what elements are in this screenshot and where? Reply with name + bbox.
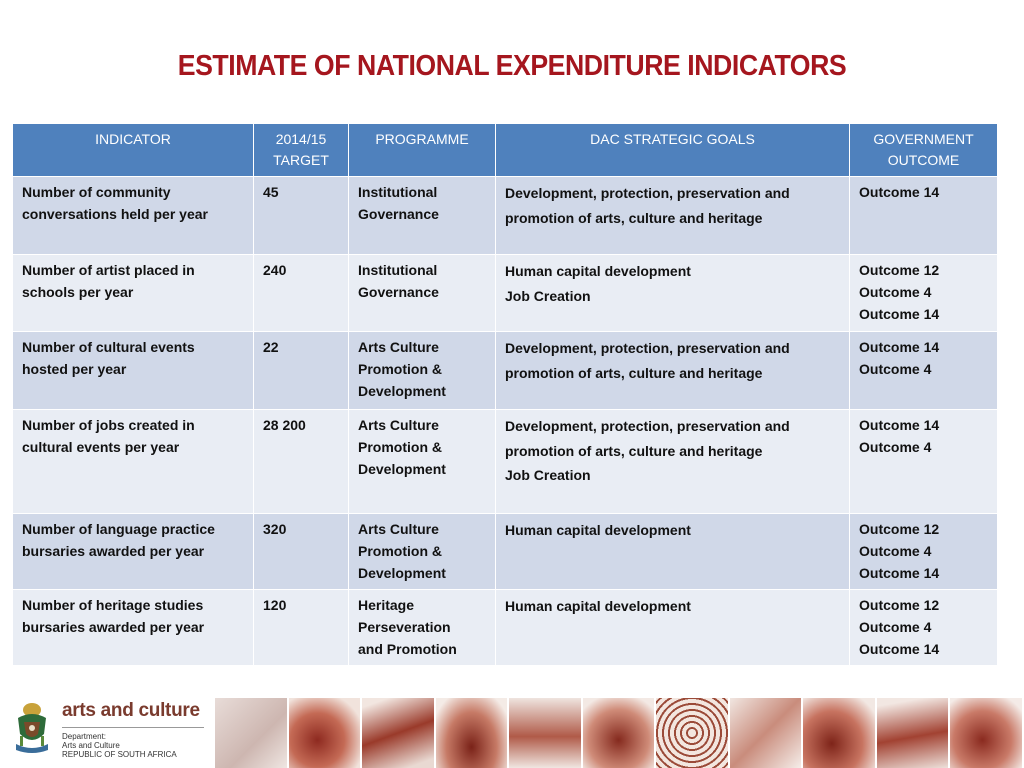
- cell-goals: Development, protection, preservation an…: [495, 176, 850, 255]
- cell-target: 45: [253, 176, 349, 255]
- cell-goals: Human capital development: [495, 589, 850, 666]
- coat-of-arms-icon: [16, 703, 48, 753]
- cell-outcome: Outcome 12 Outcome 4 Outcome 14: [849, 513, 998, 590]
- cell-goals: Human capital development: [495, 513, 850, 590]
- photo-strip: [215, 698, 1024, 768]
- cell-indicator: Number of jobs created in cultural events…: [12, 409, 254, 514]
- cell-programme: Institutional Governance: [348, 176, 496, 255]
- photo-tile: [288, 698, 361, 768]
- cell-programme: Institutional Governance: [348, 254, 496, 332]
- cell-target: 28 200: [253, 409, 349, 514]
- footer: arts and culture Department: Arts and Cu…: [0, 688, 1024, 768]
- cell-goals: Development, protection, preservation an…: [495, 331, 850, 410]
- table-row: Number of community conversations held pe…: [12, 176, 998, 255]
- photo-tile: [803, 698, 875, 768]
- cell-indicator: Number of heritage studies bursaries awar…: [12, 589, 254, 666]
- photo-tile: [362, 698, 434, 768]
- cell-programme: Arts Culture Promotion & Development: [348, 513, 496, 590]
- photo-tile: [729, 698, 802, 768]
- brand-name: arts and culture: [62, 700, 200, 721]
- cell-target: 240: [253, 254, 349, 332]
- header-programme: PROGRAMME: [348, 123, 496, 177]
- department-logo: arts and culture Department: Arts and Cu…: [10, 694, 210, 764]
- cell-programme: Arts Culture Promotion & Development: [348, 331, 496, 410]
- table-row: Number of cultural events hosted per year…: [12, 331, 998, 410]
- header-target: 2014/15 TARGET: [253, 123, 349, 177]
- indicators-table: INDICATOR 2014/15 TARGET PROGRAMME DAC ST…: [12, 123, 998, 666]
- cell-programme: Arts Culture Promotion & Development: [348, 409, 496, 514]
- photo-tile: [950, 698, 1023, 768]
- cell-target: 22: [253, 331, 349, 410]
- photo-tile: [215, 698, 287, 768]
- cell-outcome: Outcome 14 Outcome 4: [849, 331, 998, 410]
- photo-tile: [435, 698, 508, 768]
- photo-tile: [582, 698, 655, 768]
- brand-divider: [62, 727, 204, 728]
- table-row: Number of heritage studies bursaries awar…: [12, 589, 998, 666]
- table-row: Number of language practice bursaries awa…: [12, 513, 998, 590]
- photo-tile: [876, 698, 949, 768]
- cell-outcome: Outcome 14: [849, 176, 998, 255]
- page-title: ESTIMATE OF NATIONAL EXPENDITURE INDICAT…: [177, 50, 847, 82]
- cell-indicator: Number of artist placed in schools per ye…: [12, 254, 254, 332]
- cell-outcome: Outcome 14 Outcome 4: [849, 409, 998, 514]
- cell-indicator: Number of cultural events hosted per year: [12, 331, 254, 410]
- cell-outcome: Outcome 12 Outcome 4 Outcome 14: [849, 589, 998, 666]
- table-header-row: INDICATOR 2014/15 TARGET PROGRAMME DAC ST…: [12, 123, 998, 177]
- cell-indicator: Number of language practice bursaries awa…: [12, 513, 254, 590]
- cell-target: 120: [253, 589, 349, 666]
- cell-indicator: Number of community conversations held pe…: [12, 176, 254, 255]
- header-indicator: INDICATOR: [12, 123, 254, 177]
- photo-tile: [509, 698, 581, 768]
- photo-tile: [656, 698, 728, 768]
- department-text: Department: Arts and Culture REPUBLIC OF…: [62, 732, 177, 759]
- cell-target: 320: [253, 513, 349, 590]
- table-row: Number of jobs created in cultural events…: [12, 409, 998, 514]
- cell-goals: Human capital development Job Creation: [495, 254, 850, 332]
- cell-goals: Development, protection, preservation an…: [495, 409, 850, 514]
- cell-outcome: Outcome 12 Outcome 4 Outcome 14: [849, 254, 998, 332]
- header-dac-goals: DAC STRATEGIC GOALS: [495, 123, 850, 177]
- table-row: Number of artist placed in schools per ye…: [12, 254, 998, 332]
- cell-programme: Heritage Perseveration and Promotion: [348, 589, 496, 666]
- header-government-outcome: GOVERNMENT OUTCOME: [849, 123, 998, 177]
